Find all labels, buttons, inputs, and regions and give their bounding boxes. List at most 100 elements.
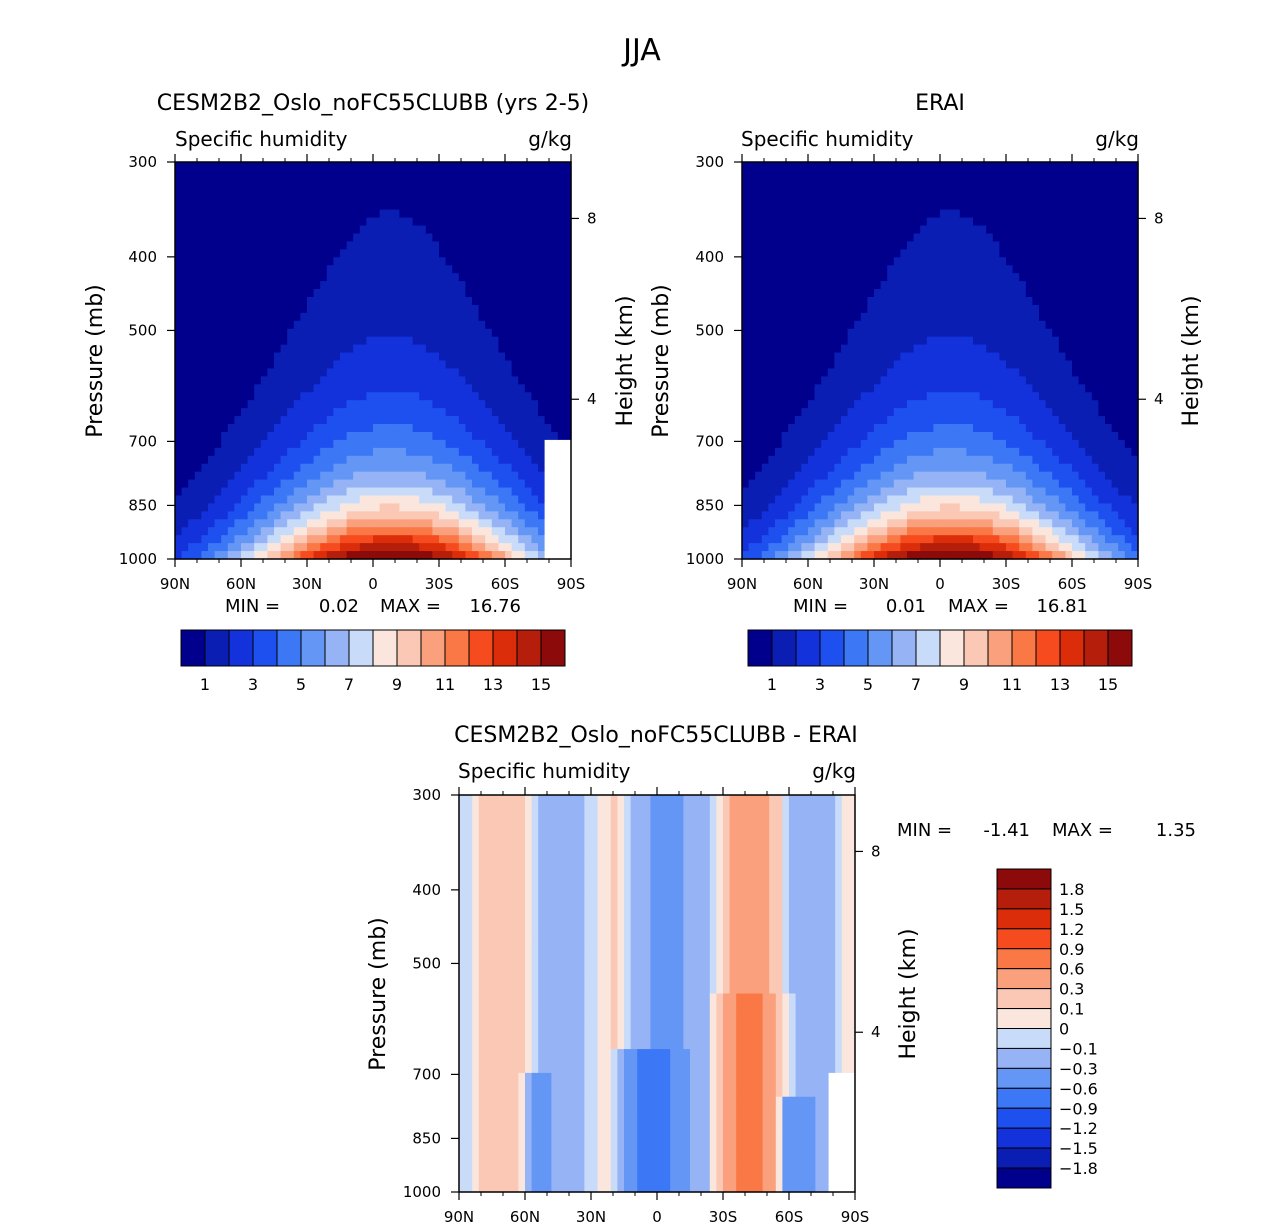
contour-cell [788, 463, 796, 473]
contour-cell [320, 463, 328, 473]
contour-cell [841, 177, 849, 187]
contour-cell [557, 344, 565, 354]
contour-cell [307, 431, 315, 441]
contour-cell [748, 209, 756, 219]
contour-cell [814, 384, 822, 393]
contour-cell [887, 431, 895, 441]
contour-cell [373, 169, 381, 179]
contour-cell [406, 169, 414, 179]
contour-cell [359, 463, 367, 473]
contour-cell [346, 360, 354, 370]
contour-cell [887, 320, 895, 330]
contour-cell [761, 360, 769, 370]
contour-cell [531, 400, 539, 409]
contour-cell [175, 424, 183, 433]
contour-cell [333, 177, 341, 187]
contour-cell [887, 162, 895, 171]
contour-cell [940, 328, 948, 338]
contour-cell [808, 312, 816, 322]
contour-cell [346, 336, 354, 346]
contour-cell [366, 392, 374, 401]
contour-cell [801, 543, 809, 552]
contour-cell [313, 543, 321, 552]
contour-cell [346, 265, 354, 274]
contour-cell [979, 471, 987, 481]
contour-cell [755, 265, 763, 274]
contour-cell [241, 162, 249, 171]
contour-cell [926, 249, 934, 258]
contour-cell [320, 201, 328, 211]
contour-cell [544, 400, 552, 409]
contour-cell [834, 289, 842, 298]
contour-cell [373, 479, 381, 489]
contour-cell [564, 281, 572, 290]
contour-cell [946, 392, 954, 401]
contour-cell [775, 312, 783, 322]
contour-cell [267, 424, 275, 433]
contour-cell [913, 503, 921, 512]
contour-cell [880, 296, 888, 306]
contour-cell [241, 304, 249, 314]
contour-cell [880, 257, 888, 266]
contour-cell [241, 249, 249, 258]
contour-cell [973, 527, 981, 536]
contour-cell [214, 511, 222, 520]
contour-cell [538, 201, 546, 211]
contour-cell [959, 368, 967, 377]
contour-cell [953, 344, 961, 354]
contour-cell [379, 431, 387, 441]
contour-cell [511, 249, 519, 258]
contour-cell [940, 162, 948, 171]
contour-cell [524, 289, 532, 298]
contour-cell [373, 463, 381, 473]
contour-cell [333, 209, 341, 219]
contour-cell [761, 471, 769, 481]
contour-cell [973, 408, 981, 417]
contour-cell [346, 162, 354, 171]
contour-cell [432, 352, 440, 362]
contour-cell [287, 296, 295, 306]
contour-cell [412, 368, 420, 377]
contour-cell [959, 408, 967, 417]
contour-cell [511, 257, 519, 266]
contour-cell [986, 431, 994, 441]
contour-cell [933, 535, 941, 544]
contour-cell [300, 312, 308, 322]
contour-cell [373, 368, 381, 377]
contour-cell [399, 233, 407, 242]
contour-cell [841, 487, 849, 497]
contour-cell [874, 289, 882, 298]
contour-cell [907, 193, 915, 203]
contour-cell [432, 193, 440, 203]
contour-cell [821, 424, 829, 433]
contour-cell [287, 487, 295, 497]
contour-cell [834, 439, 842, 449]
contour-cell [979, 336, 987, 346]
contour-cell [307, 495, 315, 505]
contour-cell [979, 455, 987, 465]
contour-cell [867, 352, 875, 362]
contour-cell [359, 241, 367, 250]
colorbar-swatch [468, 629, 494, 667]
contour-cell [181, 471, 189, 481]
contour-cell [419, 511, 427, 520]
contour-cell [748, 177, 756, 187]
contour-cell [841, 535, 849, 544]
contour-cell [227, 233, 235, 242]
contour-cell [267, 336, 275, 346]
contour-cell [472, 392, 480, 401]
contour-cell [854, 336, 862, 346]
contour-cell [748, 201, 756, 211]
contour-cell [175, 495, 183, 505]
contour-cell [946, 431, 954, 441]
contour-cell [399, 535, 407, 544]
contour-cell [439, 384, 447, 393]
contour-cell [399, 408, 407, 417]
contour-cell [359, 392, 367, 401]
contour-cell [551, 241, 559, 250]
contour-cell [544, 328, 552, 338]
contour-cell [267, 511, 275, 520]
contour-cell [425, 519, 433, 528]
contour-cell [287, 503, 295, 512]
contour-cell [940, 320, 948, 330]
